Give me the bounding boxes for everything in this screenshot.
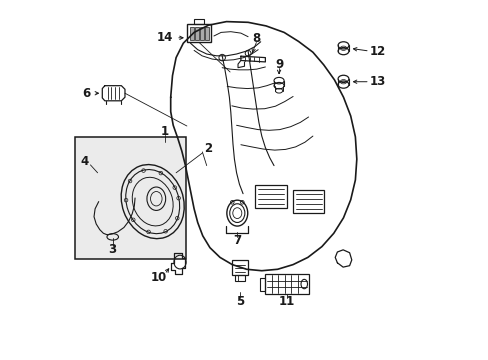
Text: 9: 9 <box>274 58 283 71</box>
Text: 14: 14 <box>156 31 172 44</box>
Bar <box>75 137 186 259</box>
Bar <box>255 185 286 208</box>
Text: 5: 5 <box>235 295 244 308</box>
Bar <box>190 27 193 40</box>
Bar <box>231 260 247 275</box>
Text: 13: 13 <box>369 75 385 88</box>
Bar <box>259 278 265 291</box>
Bar <box>234 275 244 281</box>
Bar <box>200 27 203 40</box>
Text: 11: 11 <box>278 295 294 308</box>
Bar <box>205 27 208 40</box>
Text: 8: 8 <box>252 32 260 45</box>
Polygon shape <box>102 86 125 101</box>
Bar <box>292 190 324 213</box>
Text: 2: 2 <box>204 142 212 155</box>
Text: 4: 4 <box>80 155 88 168</box>
Text: 1: 1 <box>160 125 168 138</box>
Text: 6: 6 <box>82 87 91 100</box>
Bar <box>194 19 204 24</box>
Bar <box>265 274 308 294</box>
Text: 12: 12 <box>369 45 385 58</box>
Bar <box>195 27 199 40</box>
Text: 10: 10 <box>150 271 166 284</box>
Bar <box>186 24 211 42</box>
Text: 3: 3 <box>108 243 116 256</box>
Text: 7: 7 <box>233 234 241 247</box>
